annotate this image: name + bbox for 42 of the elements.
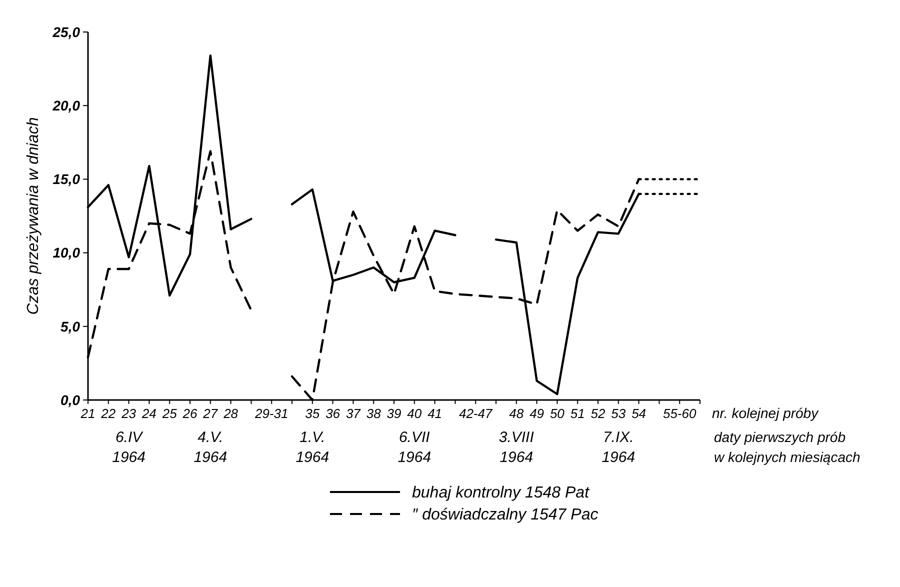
x-tick-label: 55-60 bbox=[662, 406, 697, 421]
x-tick-label: 35 bbox=[305, 406, 320, 421]
x-tick-label: 22 bbox=[100, 406, 116, 421]
x-tick-label: 38 bbox=[366, 406, 382, 421]
text: 3.VIII 1964 bbox=[498, 429, 534, 466]
x-tick-label: 39 bbox=[386, 406, 402, 421]
x-tick-label: 24 bbox=[140, 406, 156, 421]
y-tick-label: 20,0 bbox=[52, 98, 80, 114]
text: 1.V. 1964 bbox=[296, 429, 330, 466]
text: 6.VII 1964 bbox=[398, 429, 432, 466]
x-tick-label: 50 bbox=[550, 406, 566, 421]
x-tick-label: 21 bbox=[80, 406, 96, 421]
y-tick-label: 5,0 bbox=[60, 318, 80, 334]
x-tick-label: 53 bbox=[611, 406, 626, 421]
x-tick-label: 41 bbox=[428, 406, 442, 421]
x-tick-label: 25 bbox=[161, 406, 178, 421]
text: daty pierwszych prób w kolejnych miesiącach bbox=[714, 429, 860, 465]
y-tick-label: 25,0 bbox=[52, 24, 80, 40]
x-tick-label: 29-31 bbox=[254, 406, 288, 421]
x-tick-label: 54 bbox=[632, 406, 646, 421]
x-tick-label: 52 bbox=[590, 406, 606, 421]
x-tick-label: 51 bbox=[570, 406, 585, 421]
text: 4.V. 1964 bbox=[194, 429, 228, 466]
y-tick-label: 10,0 bbox=[52, 244, 80, 261]
x-axis-title: nr. kolejnej próby bbox=[712, 405, 820, 421]
text: 7.IX. 1964 bbox=[602, 429, 636, 466]
x-tick-label: 49 bbox=[530, 406, 544, 421]
x-tick-label: 36 bbox=[326, 406, 341, 421]
y-tick-label: 0,0 bbox=[60, 392, 80, 408]
x-tick-label: 27 bbox=[202, 406, 218, 421]
text: 6.IV 1964 bbox=[112, 429, 146, 466]
x-tick-label: 23 bbox=[120, 406, 137, 421]
legend-label: ″ doświadczalny 1547 Pac bbox=[412, 506, 598, 524]
x-tick-label: 28 bbox=[222, 406, 239, 421]
x-tick-label: 42-47 bbox=[458, 406, 493, 421]
x-tick-label: 37 bbox=[346, 406, 362, 421]
x-tick-label: 48 bbox=[509, 406, 524, 421]
y-tick-label: 15,0 bbox=[52, 171, 80, 188]
y-axis-title: Czas przeżywania w dniach bbox=[25, 117, 42, 315]
x-tick-label: 40 bbox=[407, 406, 422, 421]
x-tick-label: 26 bbox=[182, 406, 198, 421]
legend-label: buhaj kontrolny 1548 Pat bbox=[412, 484, 590, 502]
